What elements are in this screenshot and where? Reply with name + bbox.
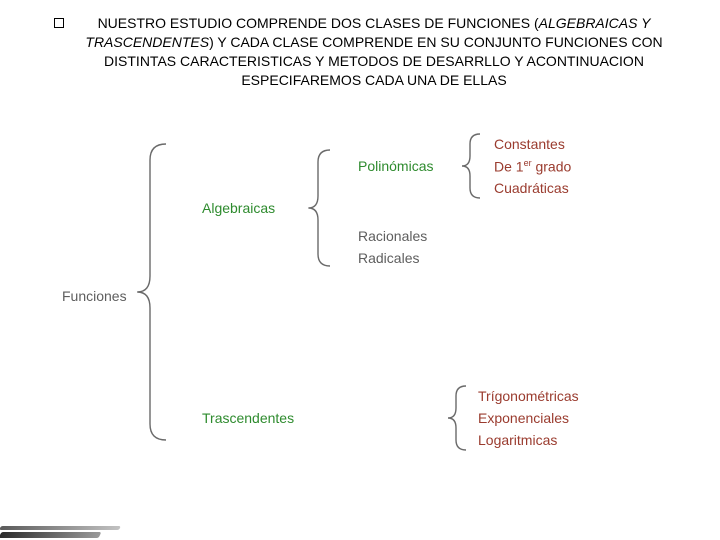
- node-algebraicas: Algebraicas: [202, 200, 275, 216]
- heading-text: NUESTRO ESTUDIO COMPRENDE DOS CLASES DE …: [74, 14, 674, 90]
- node-polinomicas: Polinómicas: [358, 158, 433, 174]
- node-trascendentes: Trascendentes: [202, 410, 294, 426]
- node-exponenciales: Exponenciales: [478, 410, 569, 426]
- slide-decor: [0, 522, 140, 540]
- bullet-square: [54, 18, 64, 28]
- node-radicales: Radicales: [358, 250, 419, 266]
- node-cuadraticas: Cuadráticas: [494, 180, 569, 196]
- tree-diagram: Funciones Algebraicas Trascendentes Poli…: [62, 120, 658, 490]
- node-logaritmicas: Logaritmicas: [478, 432, 557, 448]
- node-racionales: Racionales: [358, 228, 427, 244]
- node-funciones: Funciones: [62, 288, 127, 304]
- braces-svg: [62, 120, 658, 490]
- node-trigonometricas: Trígonométricas: [478, 388, 579, 404]
- de1-pre: De 1: [494, 159, 524, 175]
- de1-sup: er: [524, 158, 532, 168]
- node-constantes: Constantes: [494, 136, 565, 152]
- node-de-1er-grado: De 1er grado: [494, 158, 571, 175]
- de1-post: grado: [532, 159, 572, 175]
- heading-part1: NUESTRO ESTUDIO COMPRENDE DOS CLASES DE …: [98, 15, 539, 31]
